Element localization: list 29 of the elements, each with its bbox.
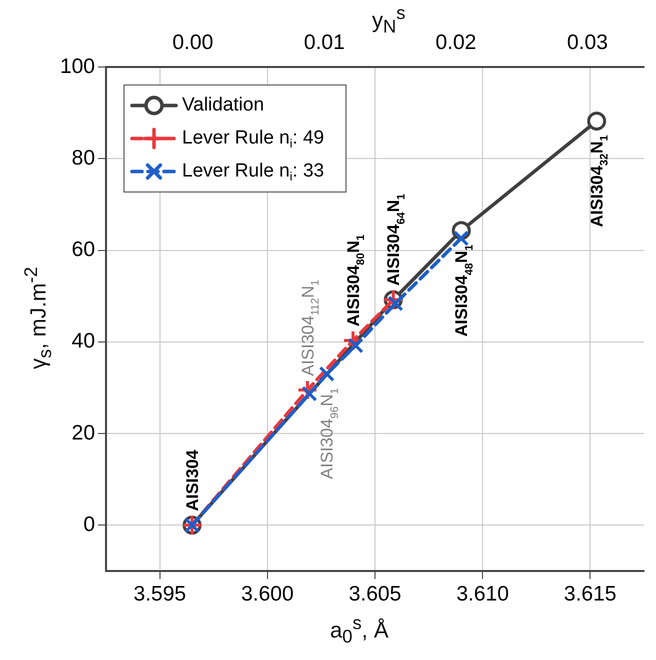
y-tick-label: 40 — [72, 330, 95, 353]
point — [587, 112, 606, 131]
x-tick-label: 3.610 — [456, 582, 509, 606]
annotation: AISI30448N1 — [452, 244, 476, 337]
x2-tick-label: 0.03 — [567, 31, 608, 54]
y-tick-label: 80 — [72, 146, 95, 170]
annotation: AISI30480N1 — [344, 234, 368, 327]
point — [318, 366, 335, 382]
x2-tick-label: 0.01 — [304, 31, 345, 54]
y-tick-label: 20 — [72, 421, 95, 444]
annotation: AISI304 — [183, 449, 202, 512]
x2-tick-label: 0.02 — [435, 31, 476, 54]
annotation: AISI304112N1 — [298, 280, 322, 376]
x-tick-label: 3.600 — [241, 582, 294, 606]
y-tick-label: 100 — [60, 54, 95, 78]
point — [348, 338, 364, 354]
point — [453, 230, 469, 246]
y-tick-label: 0 — [83, 512, 95, 536]
x-axis-title: a$_{0}$$^{s}$, Å — [330, 612, 389, 648]
annotation: AISI30464N1 — [384, 194, 408, 286]
annotation: AISI30432N1 — [588, 135, 611, 228]
legend-label: Validation — [182, 94, 264, 116]
x2-tick-label: 0.00 — [172, 31, 214, 54]
x-tick-label: 3.605 — [348, 582, 402, 606]
y-tick-label: 60 — [72, 238, 95, 262]
point — [302, 386, 318, 402]
annotation: AISI30496N1 — [318, 388, 341, 480]
x-tick-label: 3.595 — [134, 582, 186, 606]
x-tick-label: 3.615 — [564, 582, 616, 606]
